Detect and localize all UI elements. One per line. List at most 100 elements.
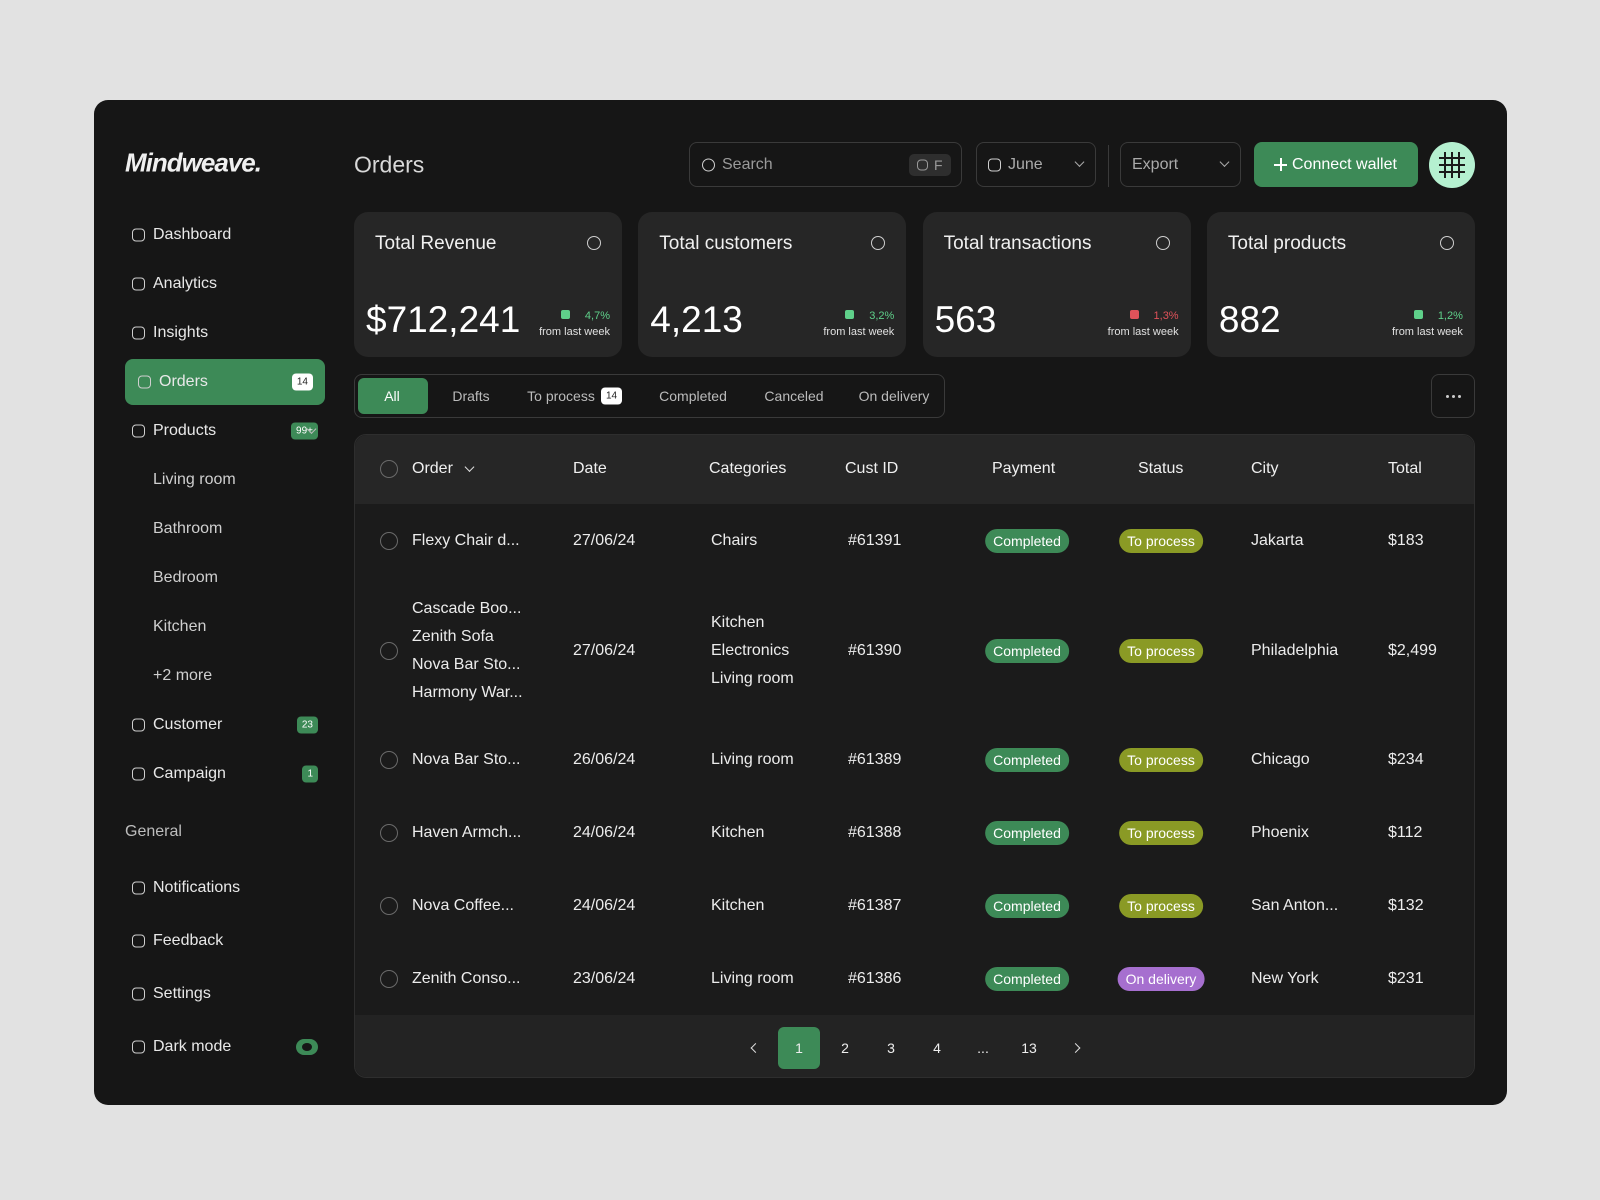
payment-pill: Completed [985, 894, 1069, 918]
trend-icon [561, 310, 570, 319]
checkbox[interactable] [380, 970, 398, 988]
checkbox[interactable] [380, 824, 398, 842]
page-number[interactable]: 13 [1021, 1040, 1037, 1056]
order-name: Harmony War... [412, 684, 523, 701]
payment-pill: Completed [985, 748, 1069, 772]
page-current-bg[interactable] [778, 1027, 820, 1069]
tab[interactable]: Completed [659, 388, 727, 404]
stat-note: from last week [1107, 326, 1179, 338]
order-name: Zenith Sofa [412, 628, 494, 645]
checkbox[interactable] [380, 642, 398, 660]
cust-id: #61390 [848, 642, 902, 659]
stat-note: from last week [823, 326, 895, 338]
search-box[interactable] [689, 142, 962, 187]
tab-badge: 14 [601, 387, 623, 405]
column-header: Total [1388, 460, 1422, 477]
nav-icon [132, 767, 145, 781]
stat-title: Total products [1227, 233, 1347, 254]
payment-pill: Completed [985, 529, 1069, 553]
column-header: Categories [709, 460, 787, 477]
month-label: June [1008, 156, 1043, 173]
page-number[interactable]: ... [977, 1040, 989, 1056]
export-select[interactable] [1120, 142, 1241, 187]
stat-value: 882 [1218, 299, 1281, 340]
total: $234 [1388, 751, 1424, 768]
order-name: Zenith Conso... [412, 970, 521, 987]
checkbox[interactable] [380, 532, 398, 550]
page-number[interactable]: 3 [887, 1040, 895, 1056]
nav-item: Insights [153, 324, 209, 341]
search-placeholder: Search [722, 156, 773, 173]
nav-icon [132, 228, 145, 242]
info-icon [587, 236, 601, 250]
order-name: Nova Bar Sto... [412, 656, 521, 673]
tab[interactable]: To process [527, 388, 595, 404]
section-label: General [125, 823, 182, 840]
nav-icon [132, 881, 145, 895]
nav-subitem: Bedroom [153, 569, 218, 586]
tab-active-bg[interactable] [358, 378, 428, 414]
nav-icon [132, 718, 145, 732]
total: $112 [1388, 824, 1423, 841]
date: 27/06/24 [573, 642, 636, 659]
nav-icon [132, 277, 145, 291]
stat-value: $712,241 [366, 299, 521, 340]
nav-icon [132, 987, 145, 1001]
month-select[interactable] [976, 142, 1096, 187]
checkbox[interactable] [380, 751, 398, 769]
tab[interactable]: Drafts [452, 388, 490, 404]
stat-card [354, 212, 622, 357]
page-number[interactable]: 2 [841, 1040, 849, 1056]
column-header: City [1251, 460, 1279, 477]
cust-id: #61391 [848, 532, 902, 549]
total: $2,499 [1388, 642, 1437, 659]
date: 23/06/24 [573, 970, 636, 987]
column-header: Order [412, 460, 453, 477]
calendar-icon [988, 158, 1001, 172]
category: Living room [711, 970, 794, 987]
nav-subitem: +2 more [153, 667, 213, 684]
table-header-bg [355, 435, 1474, 504]
cust-id: #61388 [848, 824, 902, 841]
stat-change: 1,3% [1153, 310, 1179, 322]
checkbox[interactable] [380, 460, 398, 478]
nav-active-bg[interactable] [125, 359, 325, 405]
category: Living room [711, 670, 794, 687]
category: Living room [711, 751, 794, 768]
column-header: Payment [992, 460, 1056, 477]
payment-pill: Completed [985, 639, 1069, 663]
cmd-icon [917, 159, 928, 171]
order-name: Nova Bar Sto... [412, 751, 521, 768]
tab[interactable]: Canceled [764, 388, 824, 404]
stat-note: from last week [539, 326, 610, 338]
table-panel [354, 434, 1475, 1078]
connect-label: Connect wallet [1292, 156, 1397, 173]
total: $183 [1388, 532, 1424, 549]
nav-item: Campaign [153, 765, 226, 782]
divider [1108, 145, 1109, 187]
tab[interactable]: All [384, 388, 400, 404]
stat-value: 4,213 [650, 299, 743, 340]
pagination-bg [355, 1015, 1474, 1077]
order-name: Haven Armch... [412, 824, 522, 841]
nav-badge: 23 [296, 716, 318, 734]
date: 26/06/24 [573, 751, 636, 768]
toggle-knob [302, 1043, 312, 1051]
city: Philadelphia [1251, 642, 1339, 659]
avatar[interactable] [1429, 142, 1475, 188]
nav-icon [132, 424, 145, 438]
category: Chairs [711, 532, 758, 549]
category: Kitchen [711, 614, 765, 631]
page-number[interactable]: 1 [795, 1040, 803, 1056]
nav-subitem: Kitchen [153, 618, 207, 635]
city: Phoenix [1251, 824, 1309, 841]
more-button[interactable] [1431, 374, 1475, 418]
plus-v [1280, 158, 1282, 171]
checkbox[interactable] [380, 897, 398, 915]
order-name: Flexy Chair d... [412, 532, 520, 549]
tab[interactable]: On delivery [858, 388, 930, 404]
total: $132 [1388, 897, 1424, 914]
page-number[interactable]: 4 [933, 1040, 941, 1056]
dot [1458, 395, 1461, 398]
